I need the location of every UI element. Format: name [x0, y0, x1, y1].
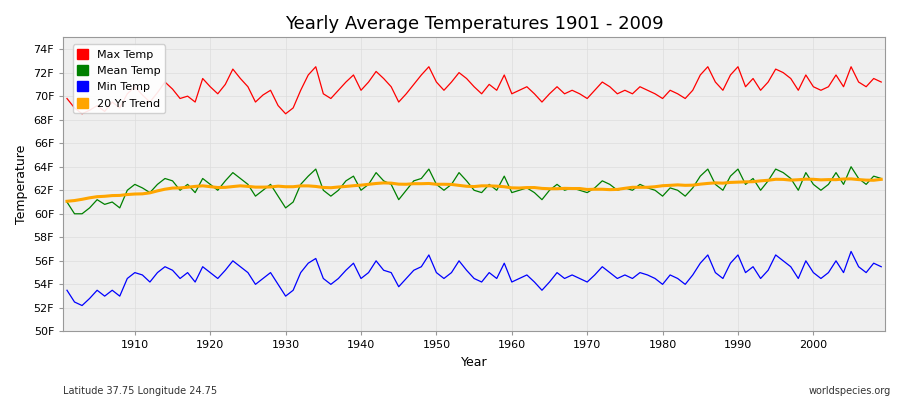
X-axis label: Year: Year: [461, 356, 488, 369]
Text: worldspecies.org: worldspecies.org: [809, 386, 891, 396]
Title: Yearly Average Temperatures 1901 - 2009: Yearly Average Temperatures 1901 - 2009: [284, 15, 663, 33]
Text: Latitude 37.75 Longitude 24.75: Latitude 37.75 Longitude 24.75: [63, 386, 217, 396]
Legend: Max Temp, Mean Temp, Min Temp, 20 Yr Trend: Max Temp, Mean Temp, Min Temp, 20 Yr Tre…: [73, 44, 166, 113]
Y-axis label: Temperature: Temperature: [15, 145, 28, 224]
